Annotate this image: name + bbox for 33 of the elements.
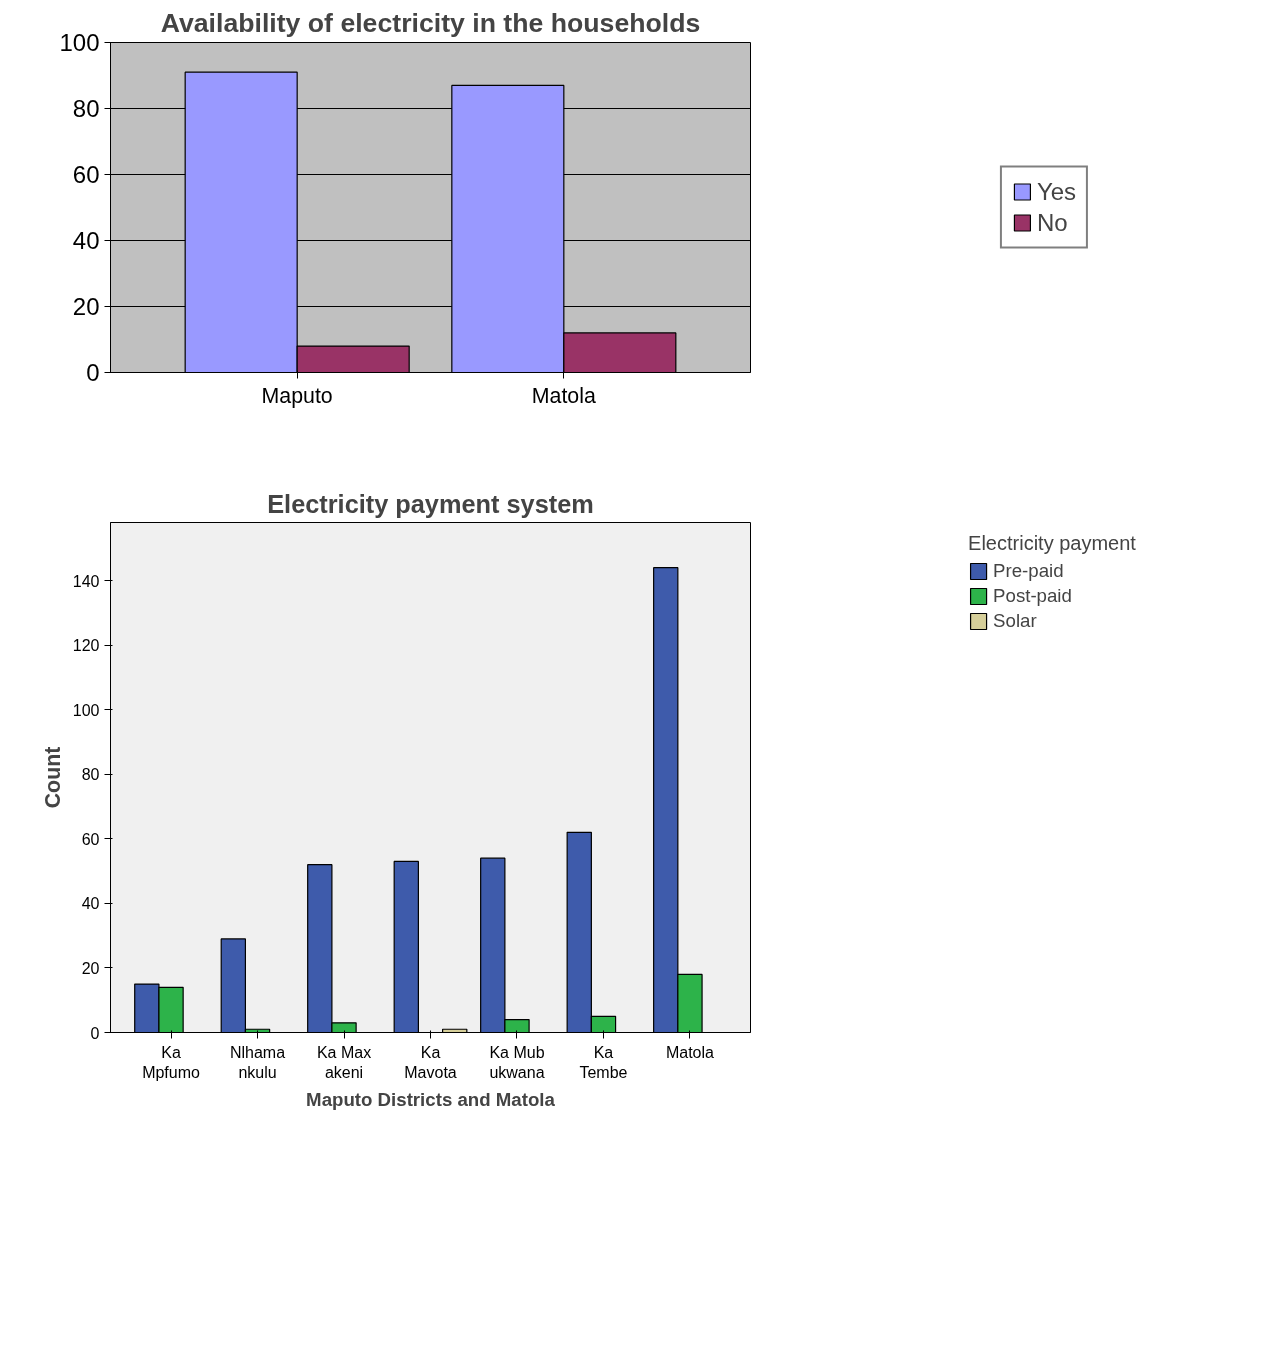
chart-title: Availability of electricity in the households bbox=[160, 7, 701, 38]
y-tick-label: 80 bbox=[72, 95, 100, 122]
x-tick-label: Ka Mpfumo bbox=[142, 1043, 201, 1081]
legend-label: Yes bbox=[1036, 177, 1077, 206]
y-tick-label: 20 bbox=[81, 959, 100, 977]
y-tick-label: 120 bbox=[72, 637, 100, 655]
legend-label: Solar bbox=[993, 610, 1037, 632]
x-axis-title: Maputo Districts and Matola bbox=[306, 1088, 556, 1110]
y-tick-label: 100 bbox=[72, 701, 100, 719]
legend-label: Post-paid bbox=[993, 585, 1072, 607]
y-tick-label: 140 bbox=[72, 572, 100, 590]
y-tick-label: 40 bbox=[81, 895, 100, 913]
x-tick-label: Ka Maxakeni bbox=[316, 1043, 372, 1081]
x-tick-label: Ka Mubukwana bbox=[489, 1043, 545, 1081]
legend-label: No bbox=[1036, 208, 1068, 237]
y-axis-title: Count bbox=[40, 746, 65, 809]
y-tick-label: 60 bbox=[72, 161, 100, 188]
y-tick-label: 0 bbox=[86, 359, 100, 386]
x-tick-label: Matola bbox=[665, 1043, 715, 1061]
chart-title: Electricity payment system bbox=[267, 489, 594, 518]
y-tick-label: 80 bbox=[81, 766, 100, 784]
legend-label: Pre-paid bbox=[993, 560, 1064, 582]
x-tick-label: Ka Mavota bbox=[404, 1043, 457, 1081]
x-tick-label: Nlhamankulu bbox=[229, 1043, 286, 1081]
x-tick-label: Maputo bbox=[261, 383, 333, 408]
legend-title: Electricity payment bbox=[968, 532, 1136, 555]
x-tick-label: Matola bbox=[531, 383, 596, 408]
y-tick-label: 40 bbox=[72, 227, 100, 254]
y-tick-label: 60 bbox=[81, 830, 100, 848]
y-tick-label: 0 bbox=[90, 1024, 100, 1042]
x-tick-label: Ka Tembe bbox=[579, 1043, 628, 1081]
y-tick-label: 100 bbox=[59, 29, 100, 56]
y-tick-label: 20 bbox=[72, 293, 100, 320]
